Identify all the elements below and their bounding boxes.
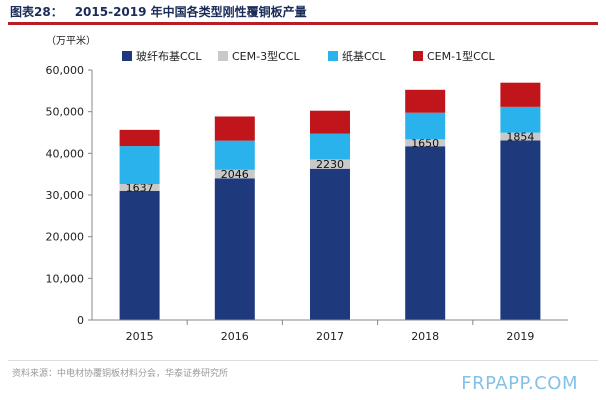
bar-segment	[405, 146, 446, 320]
bar-segment	[119, 190, 160, 320]
bar-segment	[214, 140, 255, 170]
y-tick-label: 10,000	[46, 272, 85, 285]
figure-title-text: 2015-2019 年中国各类型刚性覆铜板产量	[74, 5, 307, 19]
legend-label: 玻纤布基CCL	[136, 50, 202, 63]
x-tick-label: 2019	[506, 330, 534, 343]
legend-label: CEM-3型CCL	[232, 49, 300, 63]
y-tick-label: 60,000	[46, 64, 85, 77]
legend-label: CEM-1型CCL	[427, 49, 495, 63]
bar-segment	[310, 110, 350, 134]
data-label: 1650	[411, 137, 439, 150]
legend-swatch	[413, 51, 423, 61]
unit-label: （万平米）	[46, 36, 96, 47]
data-label: 1637	[126, 181, 154, 194]
bar-segment	[119, 146, 160, 185]
bar-segment	[119, 129, 160, 147]
y-tick-label: 50,000	[46, 106, 85, 119]
legend-swatch	[218, 51, 228, 61]
y-tick-label: 30,000	[46, 189, 85, 202]
source-rule	[8, 360, 598, 361]
y-tick-label: 40,000	[46, 147, 85, 160]
bar-segment	[405, 89, 446, 113]
legend-swatch	[122, 51, 132, 61]
bar-segment	[500, 140, 541, 320]
x-tick-label: 2018	[411, 330, 439, 343]
y-tick-label: 20,000	[46, 231, 85, 244]
legend-swatch	[328, 51, 338, 61]
x-tick-label: 2015	[126, 330, 154, 343]
data-label: 2046	[221, 168, 249, 181]
source-note: 资料来源：中电材协覆铜板材料分会，华泰证券研究所	[12, 369, 229, 379]
x-tick-label: 2016	[221, 330, 249, 343]
bar-segment	[310, 159, 350, 169]
bar-segment	[310, 133, 350, 160]
bar-segment	[119, 184, 160, 191]
title-rule	[8, 22, 598, 25]
bar-segment	[214, 178, 255, 320]
data-label: 2230	[316, 158, 344, 171]
bar-segment	[310, 168, 350, 320]
y-tick-label: 0	[77, 314, 84, 327]
data-label: 1854	[506, 131, 534, 144]
x-tick-label: 2017	[316, 330, 344, 343]
bar-segment	[214, 169, 255, 179]
bar-segment	[500, 82, 541, 107]
bar-segment	[500, 106, 541, 133]
bar-segment	[405, 112, 446, 140]
watermark: FRPAPP.COM	[461, 373, 578, 394]
bar-segment	[500, 132, 541, 141]
bar-segment	[214, 116, 255, 141]
figure-label: 图表28：	[10, 5, 63, 19]
legend-label: 纸基CCL	[342, 50, 386, 63]
figure-title: 图表28： 2015-2019 年中国各类型刚性覆铜板产量	[10, 3, 307, 20]
bar-segment	[405, 139, 446, 147]
